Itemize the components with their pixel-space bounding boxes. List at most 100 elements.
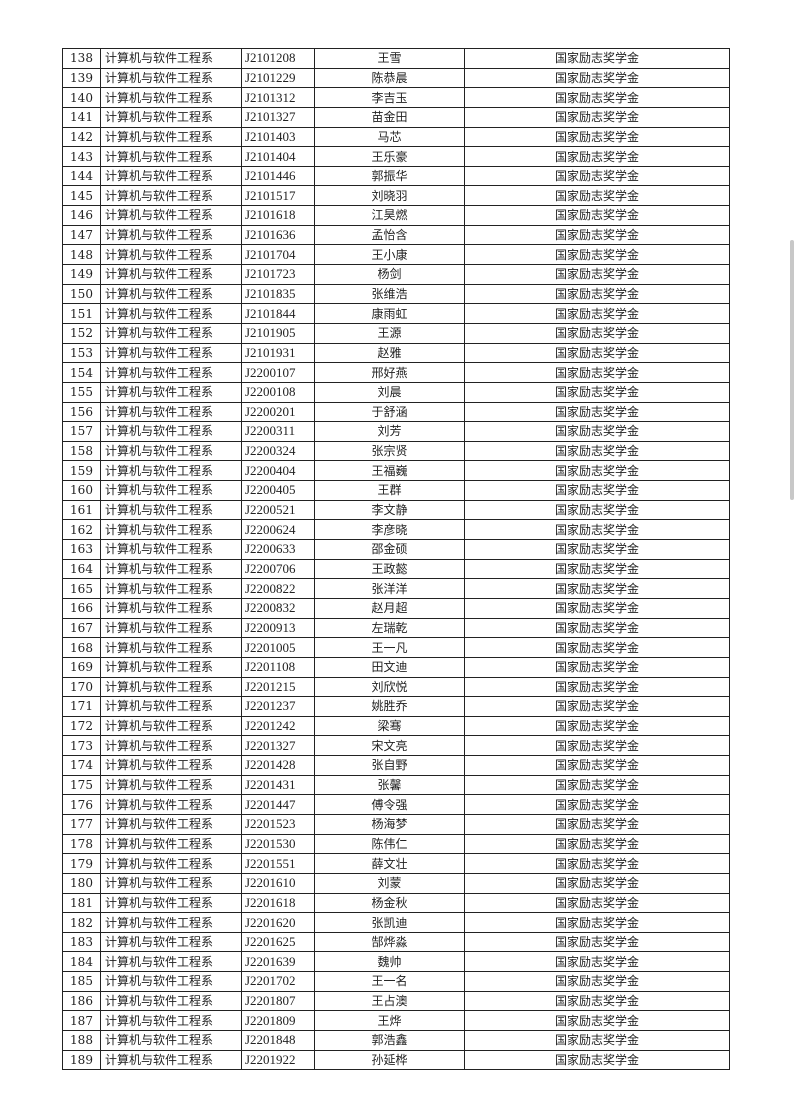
award-name: 国家励志奖学金	[464, 421, 730, 442]
department: 计算机与软件工程系	[100, 656, 242, 678]
table-row: 147 计算机与软件工程系 J2101636 孟怡含 国家励志奖学金	[62, 224, 730, 246]
department: 计算机与软件工程系	[100, 480, 242, 501]
student-id: J2201327	[241, 735, 315, 757]
student-id: J2101905	[241, 322, 315, 344]
student-id: J2200521	[241, 499, 315, 521]
student-name: 王政懿	[314, 558, 465, 580]
department: 计算机与软件工程系	[100, 185, 242, 207]
scrollbar-thumb[interactable]	[790, 240, 794, 500]
student-id: J2201523	[241, 813, 315, 835]
department: 计算机与软件工程系	[100, 362, 242, 383]
table-row: 179 计算机与软件工程系 J2201551 薛文壮 国家励志奖学金	[62, 853, 730, 874]
table-row: 139 计算机与软件工程系 J2101229 陈恭晨 国家励志奖学金	[62, 67, 730, 89]
row-number: 183	[62, 931, 101, 953]
award-name: 国家励志奖学金	[464, 106, 730, 128]
row-number: 147	[62, 224, 101, 246]
award-name: 国家励志奖学金	[464, 401, 730, 423]
student-name: 张凯迪	[314, 912, 465, 933]
award-name: 国家励志奖学金	[464, 931, 730, 953]
award-name: 国家励志奖学金	[464, 971, 730, 992]
department: 计算机与软件工程系	[100, 303, 242, 324]
department: 计算机与软件工程系	[100, 872, 242, 894]
award-name: 国家励志奖学金	[464, 558, 730, 580]
department: 计算机与软件工程系	[100, 578, 242, 599]
student-name: 赵月超	[314, 597, 465, 619]
table-row: 141 计算机与软件工程系 J2101327 苗金田 国家励志奖学金	[62, 106, 730, 128]
table-row: 143 计算机与软件工程系 J2101404 王乐豪 国家励志奖学金	[62, 146, 730, 167]
table-row: 155 计算机与软件工程系 J2200108 刘晨 国家励志奖学金	[62, 381, 730, 403]
award-name: 国家励志奖学金	[464, 126, 730, 148]
row-number: 140	[62, 87, 101, 108]
award-name: 国家励志奖学金	[464, 362, 730, 383]
table-row: 167 计算机与软件工程系 J2200913 左瑞乾 国家励志奖学金	[62, 617, 730, 639]
award-name: 国家励志奖学金	[464, 460, 730, 482]
table-row: 146 计算机与软件工程系 J2101618 江昊燃 国家励志奖学金	[62, 205, 730, 226]
student-name: 苗金田	[314, 106, 465, 128]
student-id: J2201237	[241, 696, 315, 717]
table-row: 163 计算机与软件工程系 J2200633 邵金硕 国家励志奖学金	[62, 539, 730, 560]
department: 计算机与软件工程系	[100, 106, 242, 128]
student-name: 刘蒙	[314, 872, 465, 894]
student-id: J2201551	[241, 853, 315, 874]
award-name: 国家励志奖学金	[464, 578, 730, 599]
award-name: 国家励志奖学金	[464, 990, 730, 1012]
student-id: J2101835	[241, 283, 315, 305]
student-name: 邵金硕	[314, 539, 465, 560]
department: 计算机与软件工程系	[100, 951, 242, 973]
department: 计算机与软件工程系	[100, 715, 242, 737]
table-row: 149 计算机与软件工程系 J2101723 杨剑 国家励志奖学金	[62, 264, 730, 285]
department: 计算机与软件工程系	[100, 342, 242, 364]
student-id: J2200405	[241, 480, 315, 501]
table-row: 148 计算机与软件工程系 J2101704 王小康 国家励志奖学金	[62, 244, 730, 266]
table-row: 157 计算机与软件工程系 J2200311 刘芳 国家励志奖学金	[62, 421, 730, 442]
student-name: 陈恭晨	[314, 67, 465, 89]
award-name: 国家励志奖学金	[464, 539, 730, 560]
row-number: 144	[62, 165, 101, 187]
department: 计算机与软件工程系	[100, 519, 242, 541]
student-name: 郭振华	[314, 165, 465, 187]
department: 计算机与软件工程系	[100, 322, 242, 344]
row-number: 189	[62, 1049, 101, 1071]
student-id: J2201639	[241, 951, 315, 973]
table-row: 187 计算机与软件工程系 J2201809 王烨 国家励志奖学金	[62, 1010, 730, 1032]
department: 计算机与软件工程系	[100, 48, 242, 69]
award-name: 国家励志奖学金	[464, 224, 730, 246]
row-number: 149	[62, 264, 101, 285]
student-id: J2101844	[241, 303, 315, 324]
student-id: J2201447	[241, 794, 315, 815]
award-name: 国家励志奖学金	[464, 794, 730, 815]
department: 计算机与软件工程系	[100, 755, 242, 776]
award-name: 国家励志奖学金	[464, 303, 730, 324]
table-row: 185 计算机与软件工程系 J2201702 王一名 国家励志奖学金	[62, 971, 730, 992]
award-name: 国家励志奖学金	[464, 440, 730, 462]
student-id: J2201108	[241, 656, 315, 678]
row-number: 146	[62, 205, 101, 226]
row-number: 159	[62, 460, 101, 482]
student-name: 张自野	[314, 755, 465, 776]
department: 计算机与软件工程系	[100, 1010, 242, 1032]
table-row: 166 计算机与软件工程系 J2200832 赵月超 国家励志奖学金	[62, 597, 730, 619]
row-number: 188	[62, 1030, 101, 1051]
department: 计算机与软件工程系	[100, 264, 242, 285]
student-id: J2201807	[241, 990, 315, 1012]
student-id: J2101208	[241, 48, 315, 69]
student-id: J2201428	[241, 755, 315, 776]
department: 计算机与软件工程系	[100, 539, 242, 560]
table-row: 154 计算机与软件工程系 J2200107 邢好燕 国家励志奖学金	[62, 362, 730, 383]
student-name: 郜烨淼	[314, 931, 465, 953]
student-name: 康雨虹	[314, 303, 465, 324]
department: 计算机与软件工程系	[100, 244, 242, 266]
student-name: 杨海梦	[314, 813, 465, 835]
student-id: J2201242	[241, 715, 315, 737]
row-number: 145	[62, 185, 101, 207]
department: 计算机与软件工程系	[100, 224, 242, 246]
row-number: 151	[62, 303, 101, 324]
student-id: J2201702	[241, 971, 315, 992]
department: 计算机与软件工程系	[100, 637, 242, 658]
department: 计算机与软件工程系	[100, 381, 242, 403]
row-number: 148	[62, 244, 101, 266]
department: 计算机与软件工程系	[100, 460, 242, 482]
award-name: 国家励志奖学金	[464, 892, 730, 914]
award-name: 国家励志奖学金	[464, 264, 730, 285]
table-row: 142 计算机与软件工程系 J2101403 马芯 国家励志奖学金	[62, 126, 730, 148]
